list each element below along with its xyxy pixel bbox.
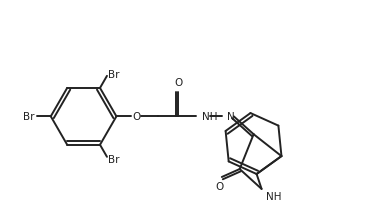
Text: O: O xyxy=(216,181,224,191)
Text: O: O xyxy=(174,78,182,88)
Text: Br: Br xyxy=(108,70,120,80)
Text: O: O xyxy=(132,112,140,122)
Text: NH: NH xyxy=(265,191,281,201)
Text: NH: NH xyxy=(202,112,218,122)
Text: Br: Br xyxy=(23,112,35,122)
Text: N: N xyxy=(227,112,234,122)
Text: Br: Br xyxy=(108,154,120,164)
